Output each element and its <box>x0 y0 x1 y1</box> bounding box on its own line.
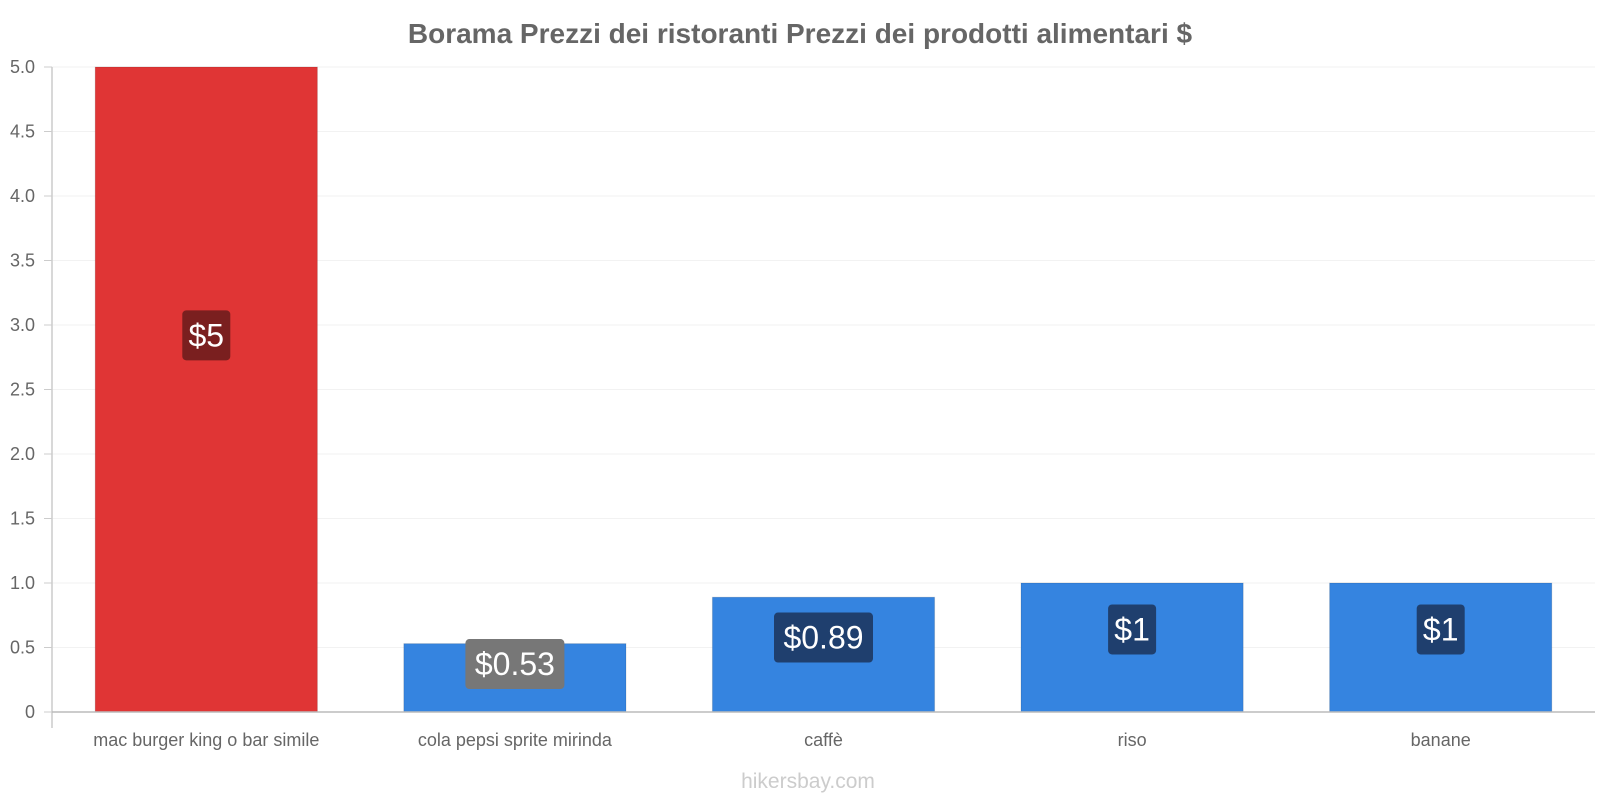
data-label-box <box>1416 604 1465 655</box>
data-label: $0.53 <box>475 646 555 682</box>
y-tick-label: 1.0 <box>10 573 35 593</box>
data-label-box <box>774 612 873 663</box>
y-tick-label: 2.5 <box>10 380 35 400</box>
y-tick-label: 0.5 <box>10 638 35 658</box>
y-tick-label: 2.0 <box>10 444 35 464</box>
data-label: $1 <box>1114 611 1150 647</box>
ticks-layer: 0 0.5 1.0 1.5 2.0 2.5 3.0 3.5 4.0 4.5 5.0 mac burge… <box>10 57 1471 750</box>
x-tick-label: cola pepsi sprite mirinda <box>418 730 613 750</box>
y-tick-label: 3.0 <box>10 315 35 335</box>
y-tick-label: 1.5 <box>10 509 35 529</box>
data-label-box <box>1108 604 1157 655</box>
y-tick-label: 0 <box>25 702 35 722</box>
y-tick-label: 4.0 <box>10 186 35 206</box>
y-tick-label: 5.0 <box>10 57 35 77</box>
chart-title: Borama Prezzi dei ristoranti Prezzi dei … <box>408 18 1193 49</box>
y-tick-label: 4.5 <box>10 122 35 142</box>
y-tick-label: 3.5 <box>10 251 35 271</box>
x-tick-label: caffè <box>804 730 843 750</box>
data-label: $5 <box>189 317 225 353</box>
data-label: $0.89 <box>783 620 863 656</box>
data-label: $1 <box>1423 611 1459 647</box>
axes-layer <box>51 67 1595 728</box>
bar <box>94 66 318 713</box>
data-labels-layer: $5 $0.53 $0.89 $1 $1 <box>182 310 1465 690</box>
x-tick-label: mac burger king o bar simile <box>93 730 319 750</box>
data-label-box <box>182 310 231 361</box>
data-label-box <box>465 639 565 690</box>
x-tick-label: banane <box>1411 730 1471 750</box>
x-tick-label: riso <box>1118 730 1147 750</box>
watermark: hikersbay.com <box>741 770 875 793</box>
